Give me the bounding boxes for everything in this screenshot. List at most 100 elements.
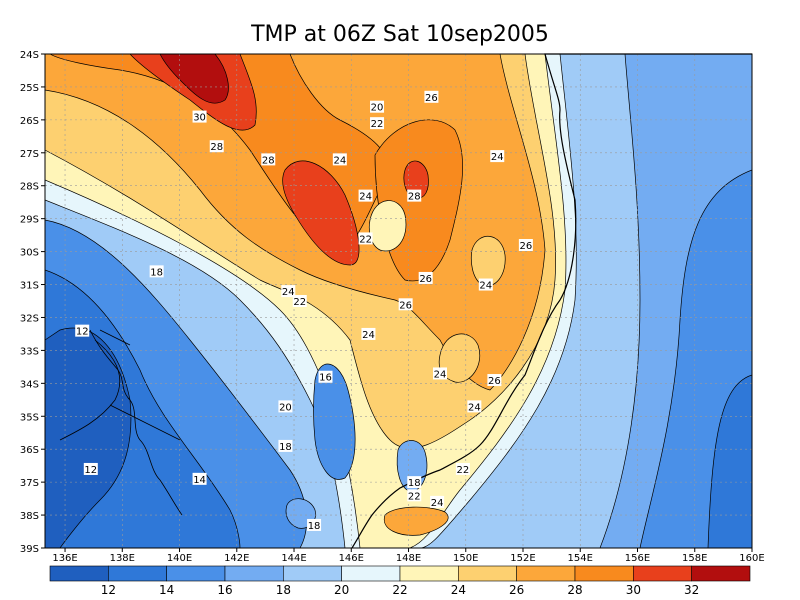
- contour-label-bg: [424, 90, 439, 103]
- contour-label-text: 26: [425, 93, 438, 104]
- contour-label-bg: [487, 374, 502, 387]
- colorbar-swatch: [341, 565, 401, 582]
- contour-label-text: 24: [431, 498, 444, 509]
- y-tick-label: 38S: [20, 511, 39, 522]
- contour-label-text: 24: [479, 281, 492, 292]
- contour-label-text: 22: [371, 119, 384, 130]
- x-axis-ticks: 136E 138E 140E 142E 144E 146E 148E 150E 152E 154E…: [52, 548, 765, 564]
- y-tick-label: 26S: [20, 116, 39, 127]
- contour-label-text: 22: [293, 297, 306, 308]
- contour-label-text: 18: [308, 521, 321, 532]
- contour-label: 26: [424, 90, 439, 104]
- x-tick-label: 136E: [52, 553, 77, 564]
- contour-label-bg: [433, 367, 448, 380]
- y-tick-label: 34S: [20, 379, 39, 390]
- x-tick-label: 144E: [281, 553, 306, 564]
- contour-label-text: 20: [371, 103, 384, 114]
- contour-label: 28: [407, 189, 422, 203]
- y-axis-ticks: 24S 25S 26S 27S 28S 29S 30S 31S 32S 33S 34S 35S 36S 3…: [20, 50, 45, 555]
- contour-label-bg: [278, 400, 293, 413]
- contour-label: 12: [83, 462, 98, 476]
- contour-label-text: 28: [210, 142, 223, 153]
- contour-label: 28: [209, 140, 224, 153]
- contour-label-text: 16: [319, 373, 332, 384]
- contour-label-bg: [281, 285, 296, 298]
- colorbar-swatch: [516, 565, 576, 582]
- contour-label-bg: [358, 232, 373, 245]
- contour-label: 26: [487, 374, 502, 387]
- chart-title: TMP at 06Z Sat 10sep2005: [250, 22, 549, 47]
- contour-label: 24: [281, 285, 296, 298]
- field-band-32-plus: [159, 54, 229, 104]
- contour-label-bg: [407, 189, 422, 202]
- contour-label-bg: [307, 518, 322, 531]
- colorbar-swatch: [399, 565, 459, 582]
- contour-label-text: 14: [193, 475, 206, 486]
- field-pocket-26-30s: [470, 235, 506, 287]
- contour-label-bg: [149, 265, 164, 278]
- x-tick-label: 142E: [224, 553, 249, 564]
- contour-label-bg: [418, 271, 433, 284]
- contour-label-text: 24: [362, 330, 375, 341]
- contour-label-text: 18: [279, 442, 292, 453]
- contour-label: 18: [407, 476, 422, 489]
- temperature-field: [45, 54, 752, 548]
- contour-label: 18: [278, 439, 293, 453]
- contour-label-bg: [467, 400, 482, 413]
- field-pocket-24-38s: [383, 506, 449, 536]
- field-band-12-14: [707, 374, 752, 548]
- contour-label-bg: [332, 153, 347, 166]
- contour-label: 24: [433, 367, 448, 380]
- colorbar-level-label: 22: [392, 583, 407, 597]
- contour-label-bg: [318, 370, 333, 383]
- contour-label-text: 22: [457, 465, 470, 476]
- contour-label-bg: [192, 472, 207, 485]
- field-pocket-16-34s: [313, 363, 356, 480]
- x-tick-label: 158E: [682, 553, 707, 564]
- x-tick-label: 156E: [625, 553, 650, 564]
- colorbar-level-label: 20: [334, 583, 349, 597]
- y-tick-label: 31S: [20, 281, 39, 292]
- contour-label-bg: [398, 298, 413, 311]
- state-border: [89, 329, 183, 516]
- contour-label: 24: [358, 189, 373, 203]
- colorbar-swatch: [224, 565, 284, 582]
- x-tick-label: 152E: [510, 553, 535, 564]
- contour-label-bg: [370, 117, 385, 130]
- contour-label-bg: [75, 324, 90, 337]
- contour-label-text: 24: [359, 192, 372, 203]
- field-band-30-32-central: [282, 160, 360, 266]
- colorbar-swatch: [633, 565, 692, 582]
- colorbar-level-label: 28: [567, 583, 582, 597]
- contour-label: 22: [455, 462, 470, 476]
- field-band-30-32-east: [403, 160, 429, 199]
- contour-label: 24: [478, 278, 493, 292]
- contour-label-bg: [83, 462, 98, 475]
- y-tick-label: 25S: [20, 83, 39, 94]
- colorbar-level-label: 30: [626, 583, 641, 597]
- y-tick-label: 28S: [20, 182, 39, 193]
- colorbar-swatch: [108, 565, 167, 582]
- contour-label-bg: [361, 327, 376, 340]
- contour-label-bg: [358, 189, 373, 202]
- gulf-coast: [59, 329, 181, 441]
- contour-label: 24: [490, 150, 505, 163]
- contour-label-text: 24: [468, 402, 481, 413]
- x-tick-label: 150E: [453, 553, 478, 564]
- y-tick-label: 35S: [20, 412, 39, 423]
- contour-label: 20: [278, 400, 293, 413]
- contour-label: 26: [518, 239, 533, 252]
- contour-label: 24: [430, 495, 445, 509]
- colorbar-swatch: [574, 565, 634, 582]
- contour-label: 22: [407, 489, 422, 502]
- contour-label: 18: [307, 518, 322, 532]
- contour-label-text: 28: [408, 192, 421, 203]
- x-tick-label: 140E: [167, 553, 192, 564]
- contour-label-text: 12: [84, 465, 97, 476]
- x-tick-label: 160E: [739, 553, 764, 564]
- contour-label-text: 20: [279, 402, 292, 413]
- colorbar-level-label: 32: [684, 583, 699, 597]
- x-tick-label: 154E: [568, 553, 593, 564]
- contour-label: 24: [361, 327, 376, 341]
